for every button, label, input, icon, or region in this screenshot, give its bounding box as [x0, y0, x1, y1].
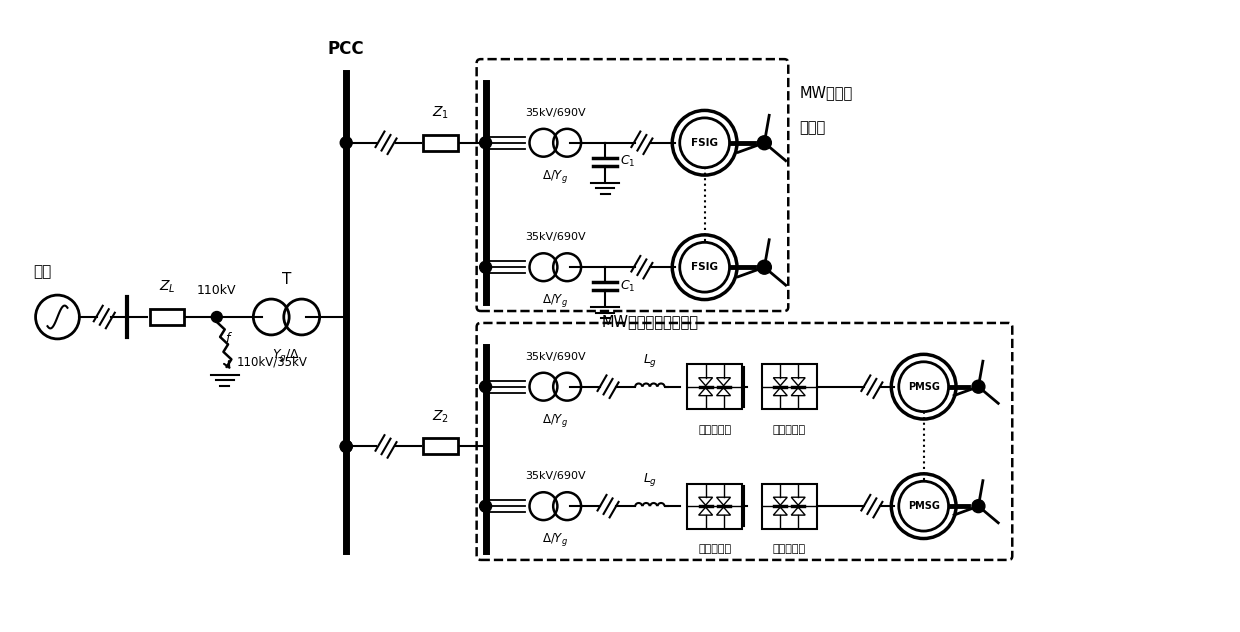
Text: $Z_1$: $Z_1$	[433, 104, 449, 121]
Text: MW级永磁直驱风电场: MW级永磁直驱风电场	[601, 315, 698, 329]
Bar	[423, 439, 459, 454]
Bar	[687, 483, 742, 528]
Text: $L_g$: $L_g$	[642, 471, 657, 489]
Circle shape	[972, 380, 985, 393]
Circle shape	[340, 441, 352, 453]
Circle shape	[340, 137, 352, 149]
Text: T: T	[281, 272, 291, 287]
Circle shape	[480, 137, 491, 149]
Bar	[423, 135, 459, 150]
Text: 35kV/690V: 35kV/690V	[525, 471, 585, 482]
Text: 风电场: 风电场	[800, 120, 826, 135]
Text: 网侧变换器: 网侧变换器	[698, 425, 732, 435]
Bar	[687, 364, 742, 409]
Circle shape	[480, 380, 491, 392]
Text: $C_1$: $C_1$	[620, 154, 635, 169]
Text: $L_g$: $L_g$	[642, 352, 657, 368]
Text: $Z_2$: $Z_2$	[433, 408, 449, 425]
Text: 35kV/690V: 35kV/690V	[525, 352, 585, 362]
Text: PMSG: PMSG	[908, 501, 940, 511]
Circle shape	[340, 441, 352, 453]
Text: $Z_L$: $Z_L$	[159, 279, 175, 295]
Text: f: f	[224, 332, 229, 345]
Text: PMSG: PMSG	[908, 382, 940, 392]
Text: 35kV/690V: 35kV/690V	[525, 233, 585, 242]
Text: $\Delta/Y_g$: $\Delta/Y_g$	[542, 167, 568, 185]
Text: 电网: 电网	[33, 264, 52, 279]
Text: 110kV: 110kV	[197, 284, 237, 297]
Bar	[761, 483, 817, 528]
Text: PCC: PCC	[327, 40, 365, 58]
Text: $\Delta/Y_g$: $\Delta/Y_g$	[542, 411, 568, 428]
Text: 35kV/690V: 35kV/690V	[525, 108, 585, 118]
Bar	[150, 309, 185, 325]
Text: 机侧变换器: 机侧变换器	[773, 544, 806, 554]
Circle shape	[758, 260, 771, 274]
Circle shape	[480, 500, 491, 512]
Circle shape	[972, 500, 985, 513]
Text: FSIG: FSIG	[691, 138, 718, 148]
Text: MW级异步: MW级异步	[800, 85, 852, 100]
Circle shape	[758, 136, 771, 150]
Circle shape	[480, 261, 491, 273]
Text: $C_1$: $C_1$	[620, 279, 635, 294]
Text: FSIG: FSIG	[691, 262, 718, 272]
Text: $\Delta/Y_g$: $\Delta/Y_g$	[542, 292, 568, 309]
Bar	[761, 364, 817, 409]
Text: 机侧变换器: 机侧变换器	[773, 425, 806, 435]
Text: 网侧变换器: 网侧变换器	[698, 544, 732, 554]
Text: $\Delta/Y_g$: $\Delta/Y_g$	[542, 531, 568, 548]
Circle shape	[211, 312, 222, 322]
Text: $Y_g/\Delta$: $Y_g/\Delta$	[273, 347, 300, 364]
Text: 110kV/35kV: 110kV/35kV	[237, 355, 308, 368]
